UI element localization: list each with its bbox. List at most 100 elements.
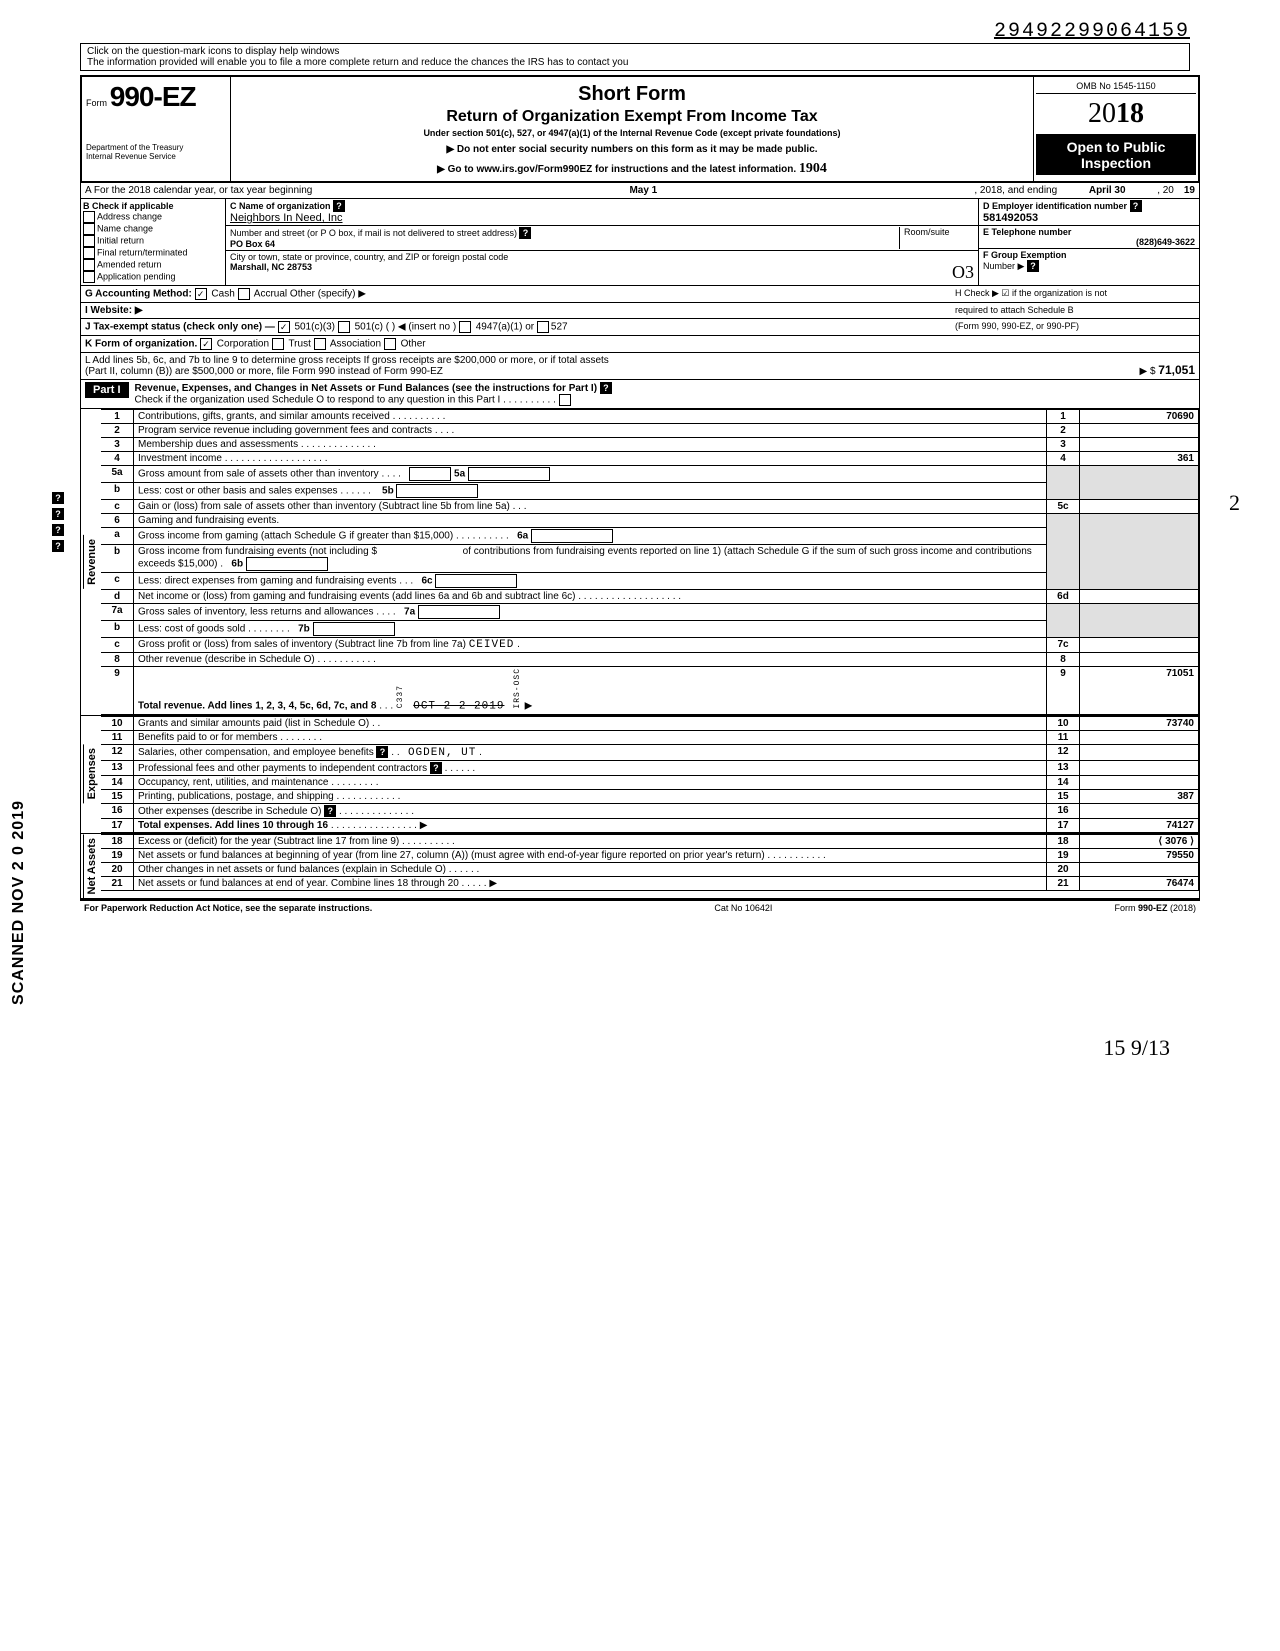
help-icon[interactable]: ? (430, 762, 442, 774)
col-d-e-f: D Employer identification number ? 58149… (979, 199, 1199, 285)
chk-4947[interactable] (459, 321, 471, 333)
line-18-amount: ⟨ 3076 ⟩ (1080, 834, 1199, 848)
footer: For Paperwork Reduction Act Notice, see … (80, 901, 1200, 915)
part-i-header: Part I Revenue, Expenses, and Changes in… (81, 380, 1199, 409)
gross-receipts: 71,051 (1158, 363, 1195, 377)
chk-other-org[interactable] (384, 338, 396, 350)
room-suite: Room/suite (899, 227, 974, 249)
form-id-block: Form 990-EZ Department of the Treasury I… (82, 77, 231, 181)
c-label: C Name of organization (230, 201, 331, 211)
net-assets-table: 18Excess or (deficit) for the year (Subt… (101, 834, 1199, 891)
row-j: J Tax-exempt status (check only one) — ✓… (81, 319, 1199, 336)
chk-assoc[interactable] (314, 338, 326, 350)
help-icon[interactable]: ? (52, 508, 64, 520)
chk-pending[interactable] (83, 271, 95, 283)
row-l: L Add lines 5b, 6c, and 7b to line 9 to … (81, 353, 1199, 380)
chk-cash[interactable]: ✓ (195, 288, 207, 300)
paperwork-notice: For Paperwork Reduction Act Notice, see … (84, 903, 372, 913)
chk-corp[interactable]: ✓ (200, 338, 212, 350)
hint-line-2: The information provided will enable you… (87, 57, 1183, 68)
net-assets-label: Net Assets (83, 834, 100, 898)
help-icon[interactable]: ? (52, 524, 64, 536)
help-icon[interactable]: ? (1130, 200, 1142, 212)
line-19-amount: 79550 (1080, 848, 1199, 862)
scanned-stamp: SCANNED NOV 2 0 2019 (10, 800, 28, 1005)
line-15-amount: 387 (1080, 789, 1199, 803)
revenue-label: Revenue (83, 535, 100, 589)
header-right: OMB No 1545-1150 2018 Open to PublicInsp… (1034, 77, 1198, 181)
chk-sched-o[interactable] (559, 394, 571, 406)
cat-no: Cat No 10642I (714, 903, 772, 913)
section-b-c-d-e-f: B Check if applicable Address change Nam… (81, 199, 1199, 286)
received-stamp: CEIVED (469, 639, 515, 651)
revenue-table: 1Contributions, gifts, grants, and simil… (101, 409, 1199, 715)
part-i-badge: Part I (85, 382, 129, 398)
form-label: Form (86, 98, 107, 108)
title-short-form: Short Form (237, 83, 1027, 106)
tax-year: 2018 (1036, 94, 1196, 135)
tax-year-end-year: 19 (1184, 185, 1195, 196)
chk-final-return[interactable] (83, 247, 95, 259)
help-icon[interactable]: ? (376, 746, 388, 758)
chk-501c[interactable] (338, 321, 350, 333)
ein: 581492053 (983, 212, 1038, 224)
chk-name-change[interactable] (83, 223, 95, 235)
b-label: B Check if applicable (83, 201, 223, 211)
chk-501c3[interactable]: ✓ (278, 321, 290, 333)
form-ref: Form 990-EZ (2018) (1114, 903, 1196, 913)
line-10-amount: 73740 (1080, 716, 1199, 730)
omb-number: OMB No 1545-1150 (1036, 79, 1196, 94)
form-title-block: Short Form Return of Organization Exempt… (231, 77, 1034, 181)
handwritten-o3: O3 (952, 262, 974, 283)
help-icon[interactable]: ? (519, 227, 531, 239)
chk-amended[interactable] (83, 259, 95, 271)
chk-527[interactable] (537, 321, 549, 333)
chk-initial-return[interactable] (83, 235, 95, 247)
help-icon[interactable]: ? (600, 382, 612, 394)
row-k: K Form of organization. ✓ Corporation Tr… (81, 336, 1199, 353)
main-form-box: A For the 2018 calendar year, or tax yea… (80, 183, 1200, 901)
help-icon[interactable]: ? (333, 200, 345, 212)
line-4-amount: 361 (1080, 452, 1199, 466)
row-i: I Website: ▶ required to attach Schedule… (81, 303, 1199, 319)
org-name: Neighbors In Need, Inc (230, 212, 343, 224)
col-c: C Name of organization ? Neighbors In Ne… (226, 199, 979, 285)
help-icon[interactable]: ? (52, 492, 64, 504)
line-17-amount: 74127 (1080, 818, 1199, 832)
expenses-section: Expenses 10Grants and similar amounts pa… (81, 716, 1199, 834)
phone: (828)649-3622 (983, 237, 1195, 247)
help-icon[interactable]: ? (52, 540, 64, 552)
dept-irs: Internal Revenue Service (86, 152, 226, 161)
handwritten-2: 2 (1229, 490, 1240, 516)
date-stamp: OCT 2 2 2019 (413, 701, 504, 713)
chk-accrual[interactable] (238, 288, 250, 300)
handwritten-bottom: 15 9/13 (30, 1035, 1170, 1061)
net-assets-section: Net Assets 18Excess or (deficit) for the… (81, 834, 1199, 900)
handwritten-1904: 1904 (799, 161, 827, 176)
chk-address-change[interactable] (83, 211, 95, 223)
line-21-amount: 76474 (1080, 876, 1199, 890)
hint-box: Click on the question-mark icons to disp… (80, 43, 1190, 71)
expenses-label: Expenses (83, 744, 100, 803)
line-9-amount: 71051 (1080, 667, 1199, 715)
revenue-section: Revenue 1Contributions, gifts, grants, a… (81, 409, 1199, 716)
help-icon[interactable]: ? (1027, 260, 1039, 272)
ogden-stamp: OGDEN, UT (408, 747, 476, 759)
dept-treasury: Department of the Treasury (86, 143, 226, 152)
subtitle: Under section 501(c), 527, or 4947(a)(1)… (237, 128, 1027, 138)
title-return: Return of Organization Exempt From Incom… (237, 108, 1027, 126)
col-b: B Check if applicable Address change Nam… (81, 199, 226, 285)
chk-trust[interactable] (272, 338, 284, 350)
row-g-h: G Accounting Method: ✓ Cash Accrual Othe… (81, 286, 1199, 303)
tax-year-end-month: April 30 (1057, 185, 1157, 196)
open-to-public: Open to PublicInspection (1036, 135, 1196, 175)
line-1-amount: 70690 (1080, 410, 1199, 424)
form-header: Form 990-EZ Department of the Treasury I… (80, 75, 1200, 183)
irs-osc-stamp: IRS-OSC (513, 668, 522, 709)
hint-line-1: Click on the question-mark icons to disp… (87, 46, 1183, 57)
form-number: 990-EZ (110, 81, 196, 112)
tax-year-begin: May 1 (312, 185, 974, 196)
help-icon[interactable]: ? (324, 805, 336, 817)
street: PO Box 64 (230, 239, 275, 249)
warning-ssn: ▶ Do not enter social security numbers o… (237, 144, 1027, 155)
